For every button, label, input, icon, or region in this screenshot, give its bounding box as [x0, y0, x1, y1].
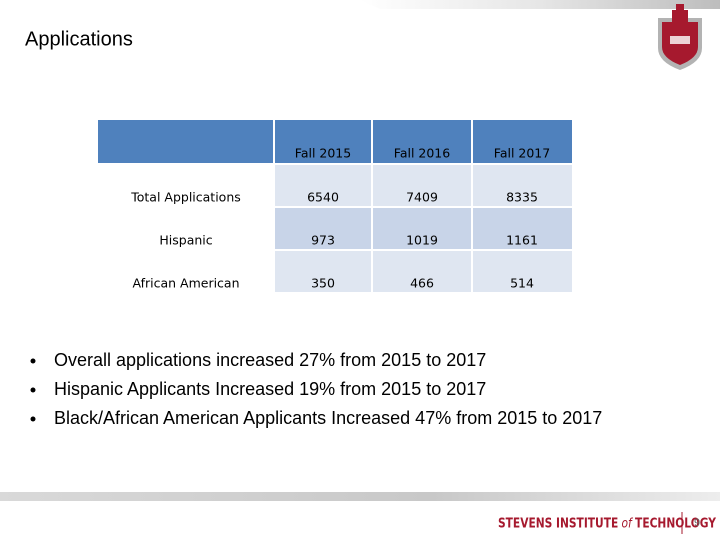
row-cells: [274, 250, 572, 292]
row-cells: [274, 164, 572, 207]
bullet-dot: [30, 387, 36, 393]
row-cells: [274, 207, 572, 250]
column-header: Fall 2016: [394, 146, 450, 161]
cell-value: 514: [510, 276, 534, 291]
cell-value: 350: [311, 276, 335, 291]
row-label-cell: [98, 250, 274, 292]
bullet-list: Overall applications increased 27% from …: [30, 350, 602, 428]
row-label: African American: [132, 276, 239, 291]
row-label: Hispanic: [159, 233, 212, 248]
table: Fall 2015 Fall 2016 Fall 2017 Total Applica…: [98, 120, 572, 292]
cell-value: 466: [410, 276, 434, 291]
header-row: [98, 120, 572, 164]
column-header: Fall 2017: [494, 146, 550, 161]
bottom-stripe: [0, 492, 720, 501]
brand-part: of: [622, 515, 634, 530]
bullet-text: Black/African American Applicants Increa…: [54, 408, 602, 428]
cell-value: 8335: [506, 190, 538, 205]
cell-value: 7409: [406, 190, 438, 205]
cell-value: 973: [311, 233, 335, 248]
brand-part: STEVENS INSTITUTE: [498, 515, 618, 530]
logo: [658, 4, 702, 70]
page-number: 9: [694, 517, 700, 529]
bullet-text: Overall applications increased 27% from …: [54, 350, 486, 370]
row-label: Total Applications: [130, 190, 241, 205]
row-label-cell: [98, 207, 274, 250]
bullet-dot: [30, 358, 36, 364]
row-label-cell: [98, 164, 274, 207]
title: Applications: [25, 28, 133, 50]
cell-value: 6540: [307, 190, 339, 205]
brand: STEVENS INSTITUTE of TECHNOLOGY: [498, 515, 716, 530]
brand-part: TECHNOLOGY: [635, 515, 716, 530]
top-stripe: [360, 0, 720, 9]
cell-value: 1161: [506, 233, 538, 248]
bullet-dot: [30, 416, 36, 422]
column-header: Fall 2015: [295, 146, 351, 161]
cell-value: 1019: [406, 233, 438, 248]
bullet-text: Hispanic Applicants Increased 19% from 2…: [54, 379, 486, 399]
